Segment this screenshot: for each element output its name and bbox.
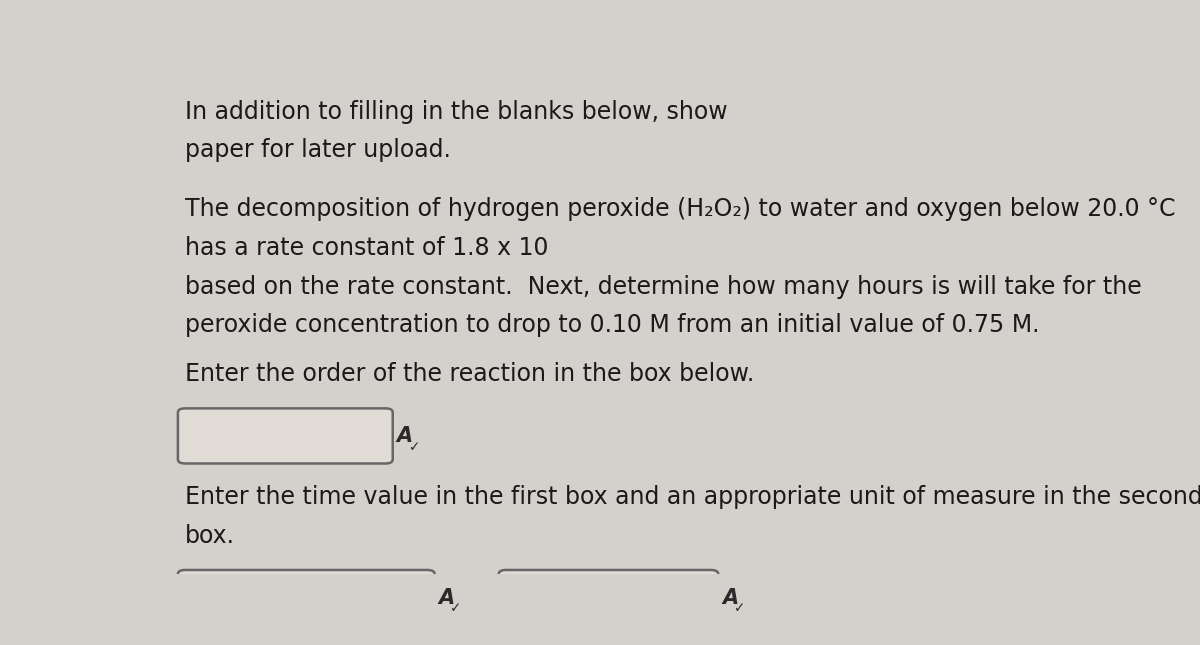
Text: ✓: ✓ bbox=[408, 440, 420, 454]
Text: Enter the order of the reaction in the box below.: Enter the order of the reaction in the b… bbox=[185, 362, 755, 386]
Text: ✓: ✓ bbox=[734, 602, 745, 615]
Text: ✓: ✓ bbox=[450, 602, 462, 615]
FancyBboxPatch shape bbox=[178, 408, 392, 464]
Text: has a rate constant of 1.8 x 10: has a rate constant of 1.8 x 10 bbox=[185, 236, 548, 260]
Text: A: A bbox=[438, 588, 455, 608]
Text: The decomposition of hydrogen peroxide (H₂O₂) to water and oxygen below 20.0 °C: The decomposition of hydrogen peroxide (… bbox=[185, 197, 1176, 221]
FancyBboxPatch shape bbox=[499, 570, 719, 625]
Text: based on the rate constant.  Next, determine how many hours is will take for the: based on the rate constant. Next, determ… bbox=[185, 275, 1142, 299]
Text: A: A bbox=[396, 426, 413, 446]
FancyBboxPatch shape bbox=[178, 570, 434, 625]
Text: A: A bbox=[722, 588, 738, 608]
Text: Enter the time value in the first box and an appropriate unit of measure in the : Enter the time value in the first box an… bbox=[185, 485, 1200, 509]
Text: paper for later upload.: paper for later upload. bbox=[185, 139, 451, 163]
Text: box.: box. bbox=[185, 524, 235, 548]
Text: In addition to filling in the blanks below, show: In addition to filling in the blanks bel… bbox=[185, 100, 736, 124]
Text: peroxide concentration to drop to 0.10 M from an initial value of 0.75 M.: peroxide concentration to drop to 0.10 M… bbox=[185, 313, 1040, 337]
